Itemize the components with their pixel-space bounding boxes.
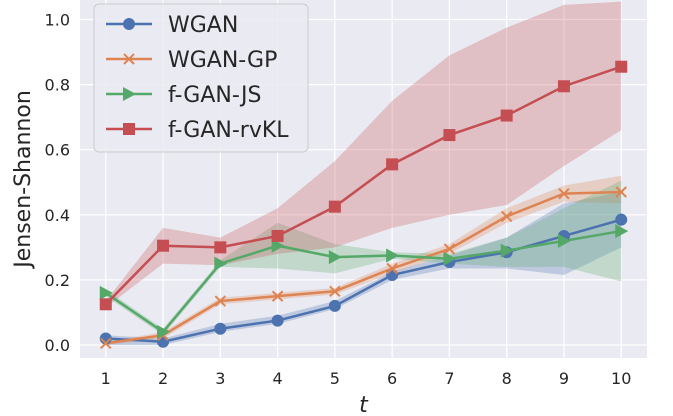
- y-axis-label: Jensen-Shannon: [11, 90, 36, 270]
- point-WGAN: [328, 299, 341, 312]
- point-f-GAN-rvKL: [271, 229, 284, 242]
- x-tick-label: 3: [215, 369, 225, 388]
- point-f-GAN-rvKL: [500, 109, 513, 122]
- x-tick-label: 1: [101, 369, 111, 388]
- x-tick-labels: 1 2 3 4 5 6 7 8 9 10: [101, 369, 632, 388]
- x-tick-label: 10: [611, 369, 631, 388]
- x-tick-label: 7: [444, 369, 454, 388]
- line-f-GAN-JS: [105, 229, 622, 334]
- point-f-GAN-rvKL: [99, 298, 112, 311]
- line-f-GAN-rvKL: [104, 65, 622, 306]
- point-f-GAN-JS: [386, 248, 400, 263]
- confidence-bands: [105, 1, 622, 345]
- point-f-GAN-JS: [157, 324, 171, 339]
- point-f-GAN-JS: [615, 224, 629, 239]
- x-tick-label: 6: [387, 369, 397, 388]
- point-f-GAN-JS: [271, 238, 285, 253]
- point-f-GAN-JS: [328, 250, 342, 265]
- x-tick-label: 9: [559, 369, 569, 388]
- legend-marker-f-GAN-JS: [123, 87, 136, 101]
- legend-label: WGAN: [168, 13, 238, 38]
- point-WGAN-GP: [329, 285, 341, 297]
- band-f-GAN-JS: [105, 180, 622, 336]
- point-f-GAN-JS: [99, 285, 113, 300]
- line-WGAN-GP: [105, 190, 622, 345]
- point-f-GAN-rvKL: [557, 80, 570, 93]
- y-tick-labels: 0.0 0.2 0.4 0.6 0.8 1.0: [45, 11, 70, 355]
- series-markers: [99, 60, 629, 350]
- legend-label: f-GAN-JS: [168, 83, 261, 108]
- point-WGAN: [271, 314, 284, 327]
- point-f-GAN-JS: [443, 251, 457, 266]
- x-axis-label: t: [359, 393, 369, 416]
- y-tick-label: 0.6: [45, 141, 70, 160]
- x-tick-label: 4: [272, 369, 282, 388]
- point-f-GAN-rvKL: [328, 200, 341, 213]
- x-tick-label: 5: [330, 369, 340, 388]
- x-tick-label: 2: [158, 369, 168, 388]
- point-WGAN-GP: [500, 210, 513, 223]
- point-WGAN-GP: [100, 337, 112, 350]
- legend: WGAN WGAN-GP f-GAN-JS f-GAN-rvKL: [93, 3, 309, 153]
- point-f-GAN-rvKL: [157, 239, 170, 252]
- y-tick-label: 0.8: [45, 76, 70, 95]
- band-WGAN-GP: [105, 175, 622, 345]
- band-f-GAN-rvKL: [105, 1, 622, 308]
- point-f-GAN-JS: [214, 256, 228, 271]
- line-WGAN: [105, 218, 622, 343]
- point-WGAN: [615, 213, 628, 226]
- point-WGAN-GP: [443, 243, 456, 255]
- legend-marker-WGAN-GP: [123, 53, 135, 65]
- legend-frame: [93, 3, 309, 153]
- series-lines: [104, 65, 622, 345]
- point-WGAN-GP: [386, 262, 398, 275]
- point-f-GAN-rvKL: [443, 129, 456, 142]
- y-tick-label: 1.0: [45, 11, 70, 30]
- point-f-GAN-rvKL: [386, 158, 399, 171]
- y-tick-label: 0.0: [45, 336, 70, 355]
- point-WGAN-GP: [214, 295, 227, 307]
- point-WGAN: [386, 269, 399, 282]
- point-WGAN: [214, 322, 227, 335]
- y-tick-label: 0.2: [45, 271, 70, 290]
- point-f-GAN-JS: [500, 243, 514, 258]
- point-f-GAN-rvKL: [214, 241, 227, 254]
- legend-label: f-GAN-rvKL: [168, 118, 289, 143]
- legend-marker-f-GAN-rvKL: [123, 123, 135, 135]
- x-tick-label: 8: [502, 369, 512, 388]
- band-WGAN: [105, 192, 622, 345]
- legend-label: WGAN-GP: [168, 48, 277, 73]
- point-WGAN-GP: [558, 187, 570, 200]
- y-tick-label: 0.4: [45, 206, 70, 225]
- point-WGAN-GP: [615, 186, 627, 198]
- point-f-GAN-JS: [557, 233, 571, 248]
- point-f-GAN-rvKL: [615, 60, 628, 73]
- legend-marker-WGAN: [123, 18, 135, 30]
- point-WGAN-GP: [271, 290, 284, 302]
